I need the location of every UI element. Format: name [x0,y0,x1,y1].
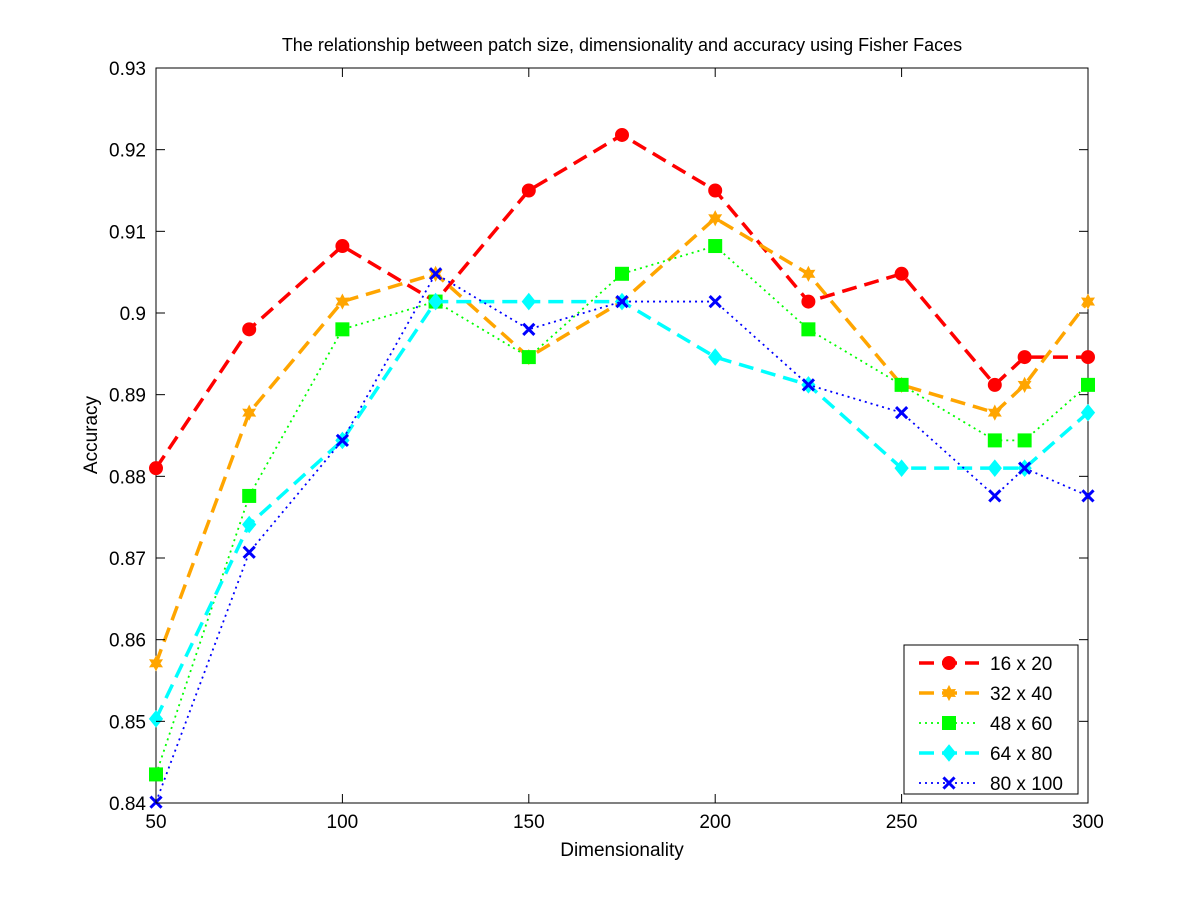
y-tick-label: 0.9 [120,304,146,325]
data-point [987,404,1002,421]
legend: 16 x 20 32 x 40 48 x 60 64 x 80 80 x 100 [903,644,1079,795]
legend-marker [941,744,957,762]
series-line [154,299,1090,720]
legend-item: 32 x 40 [919,684,1052,705]
legend-marker [942,656,956,670]
x-tick-label: 200 [699,812,731,833]
series-layer [148,127,1096,809]
y-tick-label: 0.89 [109,386,146,407]
legend-box [903,644,1079,795]
legend-item: 80 x 100 [919,774,1063,795]
x-axis-label: Dimensionality [560,840,684,861]
data-point [987,377,1002,392]
y-tick-label: 0.87 [109,549,146,570]
data-point [801,265,816,282]
data-point [148,655,164,672]
data-point [149,461,163,476]
y-axis-label: Accuracy [81,395,102,474]
data-point [242,404,257,421]
y-tick-label: 0.84 [109,794,146,815]
legend-label: 48 x 60 [990,714,1052,735]
data-point [335,293,350,310]
data-point [708,348,723,366]
legend-marker [942,776,956,790]
data-point [615,294,629,309]
data-point [1081,350,1095,365]
legend-label: 80 x 100 [990,774,1063,795]
data-point [615,127,629,142]
data-point [148,710,164,728]
data-point [1017,433,1032,448]
y-tick-label: 0.86 [109,631,146,652]
x-tick-label: 250 [886,812,918,833]
data-point [242,322,257,337]
x-tick-label: 150 [513,812,545,833]
x-tick-label: 300 [1072,812,1104,833]
data-point [708,210,723,227]
legend-item: 64 x 80 [919,744,1052,765]
y-tick-label: 0.88 [109,467,146,488]
data-point [708,183,723,198]
series-line [154,216,1090,664]
data-point [894,266,909,281]
data-point [1017,461,1032,475]
data-point [894,459,909,477]
y-tick-label: 0.85 [109,712,146,733]
data-point [708,239,723,254]
x-tick-label: 50 [145,812,166,833]
data-point [1081,489,1095,503]
data-point [335,433,350,448]
y-axis-ticks: 0.84 0.85 0.86 0.87 0.88 0.89 0.9 0.91 0.92 0.93 [109,59,1088,815]
data-point [988,489,1002,503]
data-point [801,294,816,309]
data-point [987,433,1002,448]
legend-item: 48 x 60 [919,714,1052,735]
data-point [242,488,257,503]
data-point [149,767,163,782]
data-point [521,350,536,365]
series-80x100 [149,267,1095,809]
legend-marker [941,684,957,702]
legend-label: 16 x 20 [990,654,1052,675]
data-point [521,292,536,311]
data-point [894,377,909,392]
data-point [521,183,536,198]
y-tick-label: 0.91 [109,222,146,243]
x-axis-ticks: 50 100 150 200 250 300 [145,68,1104,833]
data-point [1017,350,1032,365]
data-point [335,322,350,337]
legend-label: 64 x 80 [990,744,1052,765]
data-point [335,239,350,254]
x-tick-label: 100 [327,812,359,833]
data-point [708,294,722,309]
data-point [242,545,256,559]
legend-item: 16 x 20 [919,654,1052,675]
legend-label: 32 x 40 [990,684,1052,705]
data-point [1080,403,1096,422]
data-point [428,292,443,311]
legend-marker [942,716,956,730]
chart-title: The relationship between patch size, dim… [282,35,962,55]
data-point [242,515,257,534]
data-point [987,459,1002,477]
y-tick-label: 0.92 [109,141,146,162]
data-point [615,266,629,281]
data-point [428,267,443,281]
data-point [1080,293,1096,310]
data-point [522,322,536,336]
data-point [1017,376,1032,393]
data-point [801,378,816,392]
data-point [801,322,816,337]
y-tick-label: 0.93 [109,59,146,80]
data-point [894,406,909,420]
data-point [1081,377,1095,392]
